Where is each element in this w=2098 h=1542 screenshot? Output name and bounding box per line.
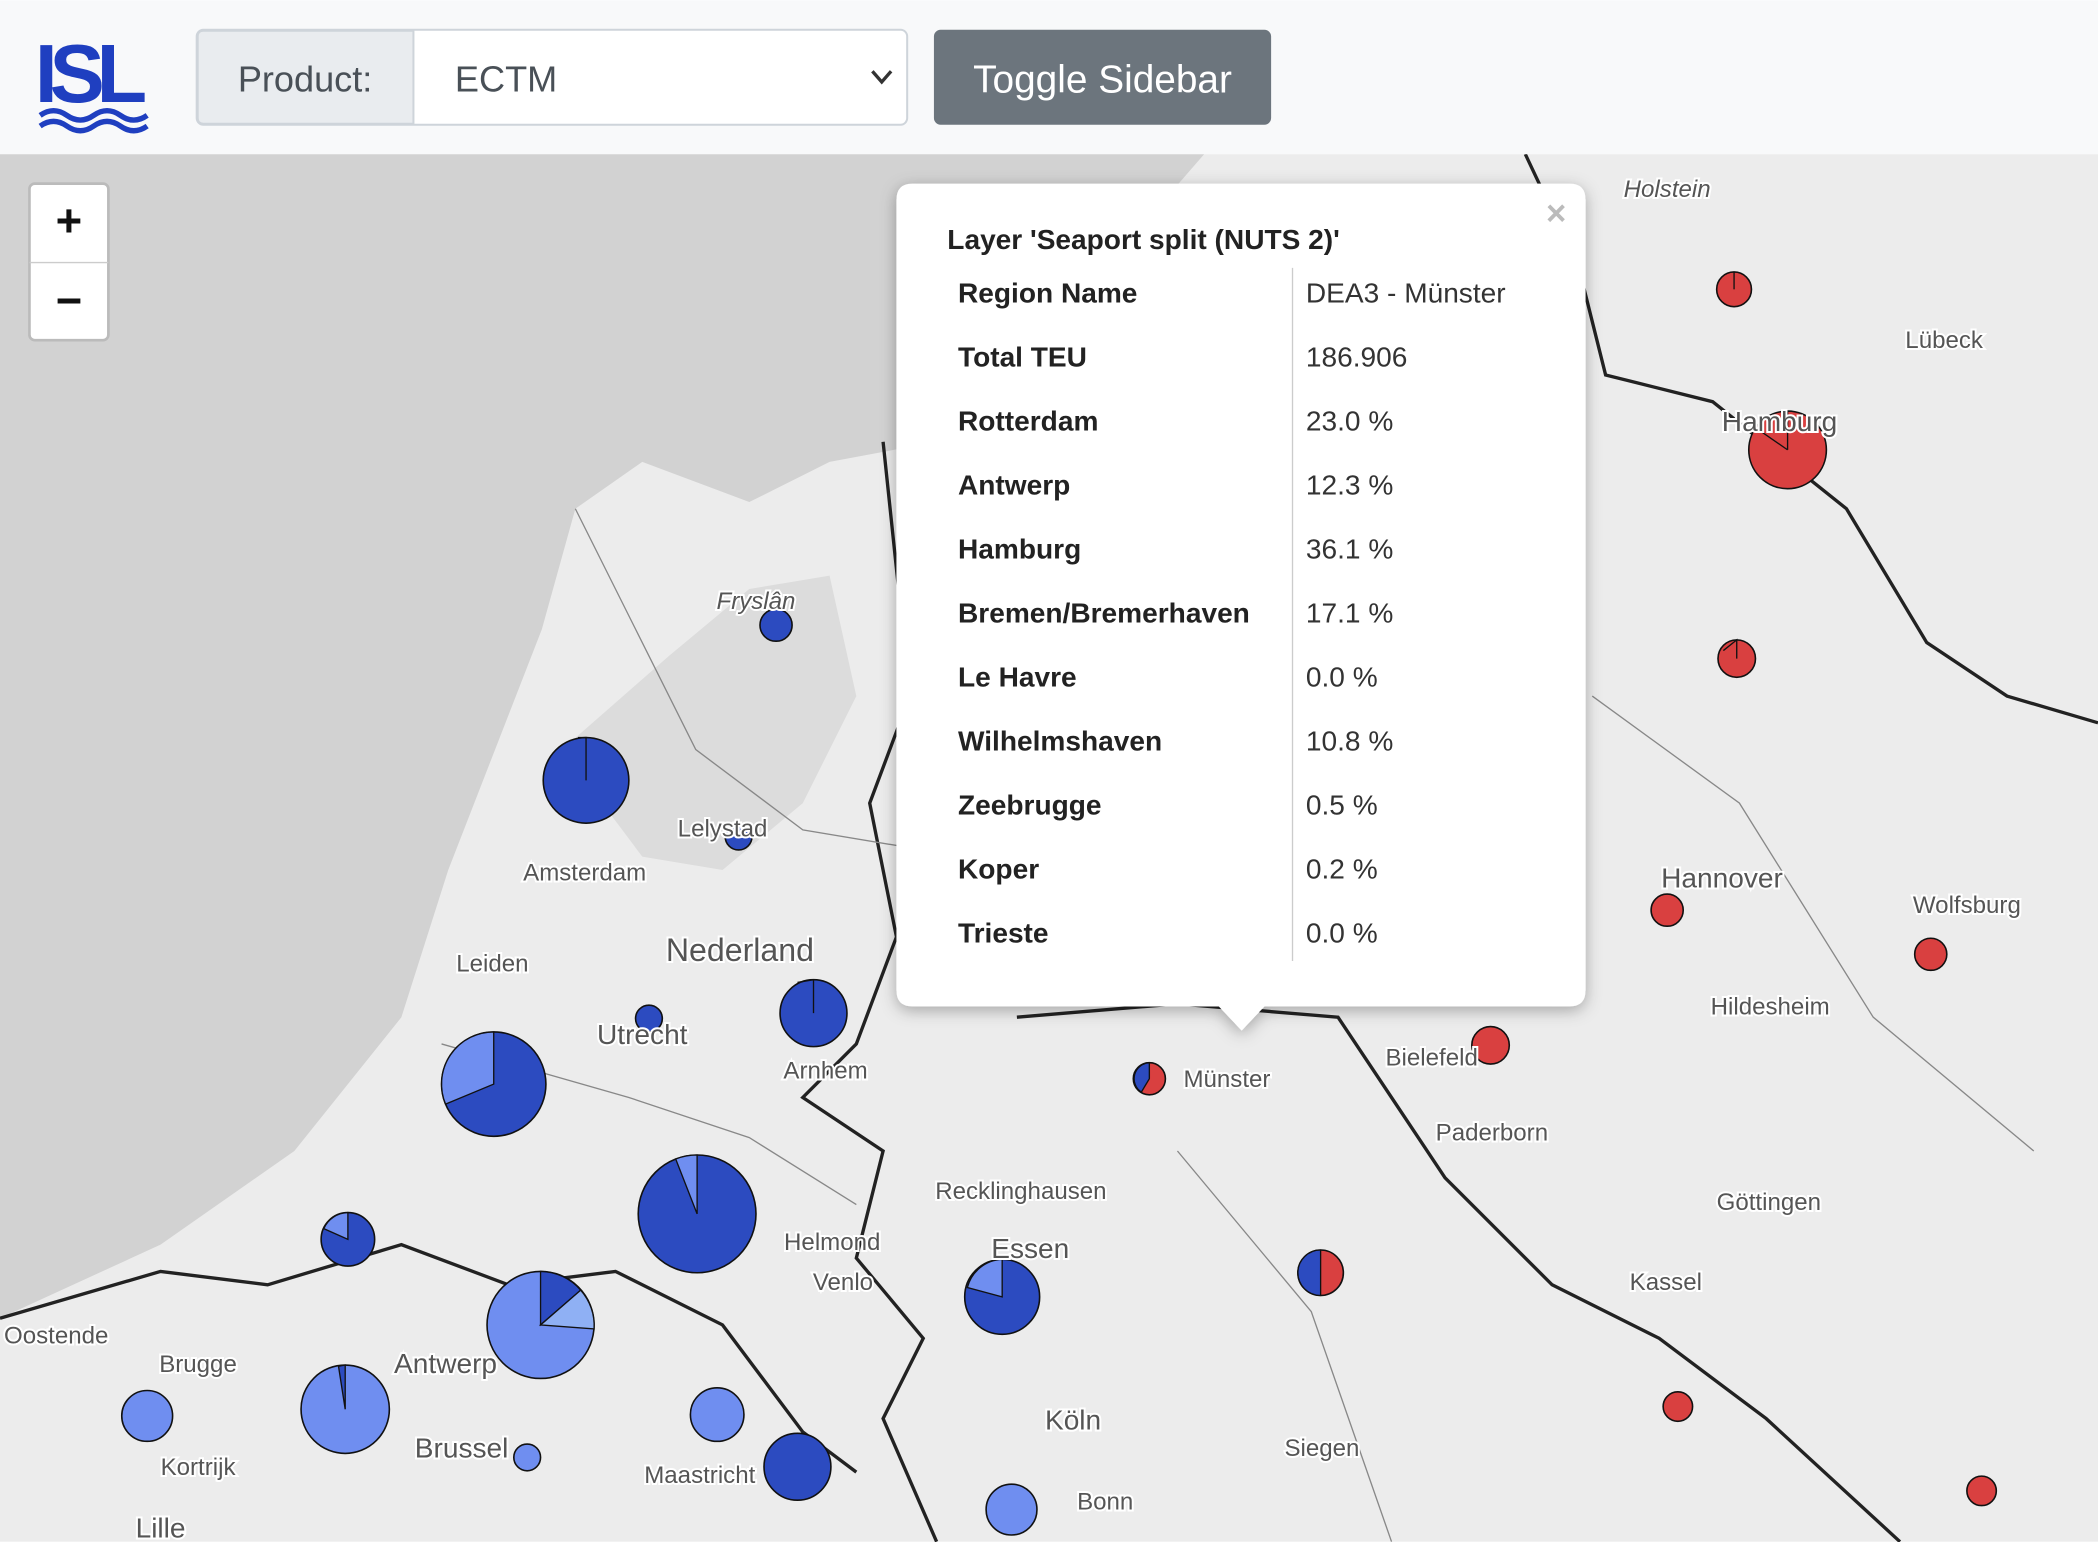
product-label: Product: [238,58,372,99]
map-label: Lelystad [678,816,768,843]
row-label: Region Name [958,278,1137,309]
map-label: Recklinghausen [935,1178,1106,1205]
map-label: Nederland [666,932,814,968]
row-label: Hamburg [958,534,1081,565]
row-value: 17.1 % [1306,597,1393,628]
popup: × Layer 'Seaport split (NUTS 2)' Region … [896,183,1586,1031]
regions [441,508,2035,1542]
map-label: Kassel [1630,1269,1702,1296]
toggle-button[interactable] [933,29,1272,125]
map-label: Oostende [4,1323,108,1350]
zoom-in[interactable]: + [56,195,83,246]
popup-box [896,183,1586,1031]
navbar: ISL Product: ECTM Toggle Sidebar [0,0,2098,155]
map-label: Antwerp [394,1348,497,1379]
map-label: Paderborn [1436,1119,1548,1146]
map-label: Amsterdam [523,860,646,887]
map-label: Köln [1045,1404,1101,1435]
row-label: Le Havre [958,661,1077,692]
map-label: Lille [136,1513,186,1542]
map-label: Brugge [159,1351,237,1378]
map-label: Essen [991,1233,1069,1264]
row-label: Antwerp [958,470,1070,501]
map-label: Leiden [456,951,528,978]
logo[interactable]: ISL [35,27,147,120]
map-label: Wolfsburg [1913,892,2021,919]
popup-title: Layer 'Seaport split (NUTS 2)' [947,224,1340,255]
map-label: Venlo [813,1269,873,1296]
row-value: 0.5 % [1306,789,1378,820]
row-value: 0.0 % [1306,661,1378,692]
row-label: Trieste [958,917,1049,948]
map-label: Holstein [1624,176,1711,203]
zoom-control: + − [28,182,110,342]
popup-close[interactable]: × [1546,195,1566,233]
map-label: Helmond [784,1229,880,1256]
product-label-box [196,29,415,125]
product-value[interactable]: ECTM [455,58,557,99]
map-label: Hannover [1661,862,1783,893]
pies [120,271,1998,1536]
map-label: Göttingen [1717,1189,1821,1216]
row-label: Koper [958,853,1039,884]
toggle-button-label[interactable]: Toggle Sidebar [973,59,1232,102]
popup-table: Region Name DEA3 - Münster Total TEU 186.90… [958,278,1506,949]
row-label: Wilhelmshaven [958,725,1162,756]
map-label: Hildesheim [1711,994,1830,1021]
row-label: Bremen/Bremerhaven [958,597,1250,628]
row-label: Rotterdam [958,406,1098,437]
row-value: 23.0 % [1306,406,1393,437]
logo-waves [38,108,149,134]
row-value: 36.1 % [1306,534,1393,565]
row-label: Zeebrugge [958,789,1102,820]
row-label: Total TEU [958,342,1087,373]
map-label: Hamburg [1722,406,1837,437]
row-value: 12.3 % [1306,470,1393,501]
map-labels: Amsterdam Nederland Utrecht Arnhem Lelys… [2,174,2023,1542]
lake [561,575,857,871]
map-label: Fryslân [717,588,796,615]
map-label: Arnhem [783,1058,867,1085]
map-label: Lübeck [1905,327,1984,354]
map-label: Utrecht [597,1019,688,1050]
row-value: 0.2 % [1306,853,1378,884]
row-value: DEA3 - Münster [1306,278,1506,309]
zoom-out[interactable]: − [56,275,83,326]
map-label: Bielefeld [1385,1044,1477,1071]
map-label: Bonn [1077,1489,1133,1516]
map-label: Siegen [1284,1435,1359,1462]
row-value: 10.8 % [1306,725,1393,756]
map-label: Münster [1183,1066,1270,1093]
row-value: 186.906 [1306,342,1408,373]
map-label: Brussel [415,1432,509,1463]
select-caret [871,70,893,85]
row-value: 0.0 % [1306,917,1378,948]
map-label: Kortrijk [161,1454,237,1481]
map-label: Maastricht [644,1462,755,1489]
